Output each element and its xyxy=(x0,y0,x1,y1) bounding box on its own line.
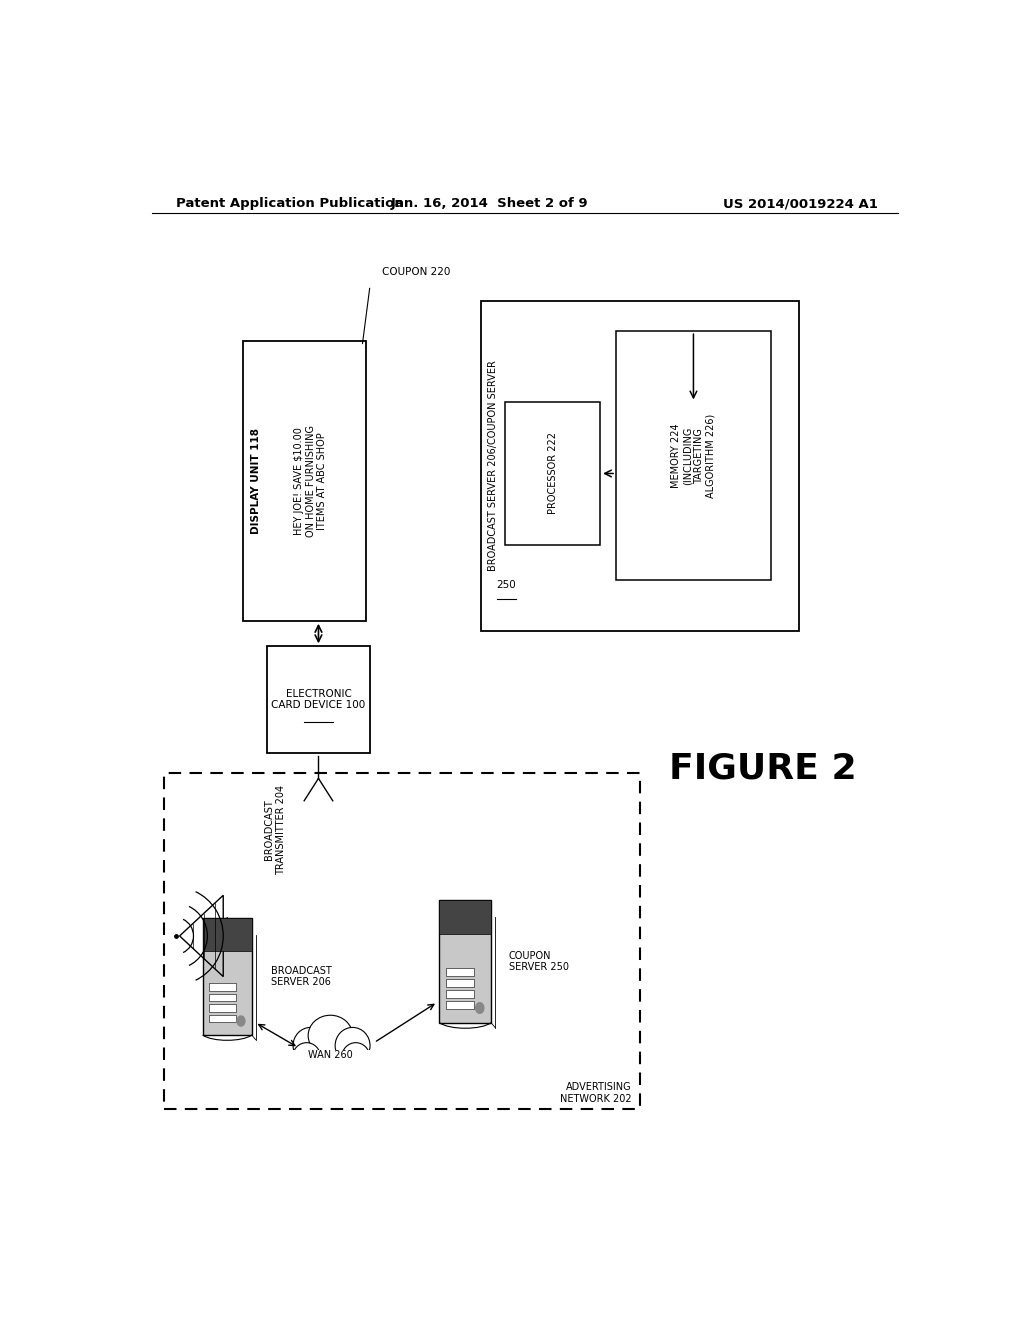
Text: WAN 260: WAN 260 xyxy=(308,1049,352,1060)
Ellipse shape xyxy=(293,1027,328,1064)
FancyBboxPatch shape xyxy=(267,647,370,752)
Ellipse shape xyxy=(335,1027,370,1064)
Circle shape xyxy=(237,1016,245,1026)
Text: US 2014/0019224 A1: US 2014/0019224 A1 xyxy=(723,197,878,210)
Text: Patent Application Publication: Patent Application Publication xyxy=(176,197,403,210)
Text: COUPON
SERVER 250: COUPON SERVER 250 xyxy=(509,950,569,972)
FancyBboxPatch shape xyxy=(209,1015,236,1022)
FancyBboxPatch shape xyxy=(203,919,252,1035)
Text: DISPLAY UNIT 118: DISPLAY UNIT 118 xyxy=(251,428,261,535)
FancyBboxPatch shape xyxy=(209,1005,236,1011)
Text: HEY JOE! SAVE $10.00
ON HOME FURNISHING
ITEMS AT ABC SHOP: HEY JOE! SAVE $10.00 ON HOME FURNISHING … xyxy=(294,425,327,537)
FancyBboxPatch shape xyxy=(243,342,367,620)
FancyBboxPatch shape xyxy=(481,301,799,631)
FancyBboxPatch shape xyxy=(445,979,474,987)
Text: BROADCAST
TRANSMITTER 204: BROADCAST TRANSMITTER 204 xyxy=(264,785,286,875)
Text: MEMORY 224
(INCLUDING
TARGETING
ALGORITHM 226): MEMORY 224 (INCLUDING TARGETING ALGORITH… xyxy=(671,413,716,498)
FancyBboxPatch shape xyxy=(289,1049,372,1074)
FancyBboxPatch shape xyxy=(616,331,771,581)
FancyBboxPatch shape xyxy=(445,990,474,998)
FancyBboxPatch shape xyxy=(203,919,252,950)
FancyBboxPatch shape xyxy=(439,900,492,935)
FancyBboxPatch shape xyxy=(209,994,236,1001)
FancyBboxPatch shape xyxy=(445,968,474,975)
Text: BROADCAST
SERVER 206: BROADCAST SERVER 206 xyxy=(270,966,332,987)
Text: ADVERTISING
NETWORK 202: ADVERTISING NETWORK 202 xyxy=(560,1082,632,1104)
FancyBboxPatch shape xyxy=(445,1002,474,1010)
Text: COUPON 220: COUPON 220 xyxy=(382,268,451,277)
Text: Jan. 16, 2014  Sheet 2 of 9: Jan. 16, 2014 Sheet 2 of 9 xyxy=(390,197,588,210)
FancyBboxPatch shape xyxy=(439,900,492,1023)
FancyBboxPatch shape xyxy=(164,774,640,1109)
FancyBboxPatch shape xyxy=(505,403,600,545)
FancyBboxPatch shape xyxy=(209,983,236,990)
Ellipse shape xyxy=(308,1015,352,1056)
Text: PROCESSOR 222: PROCESSOR 222 xyxy=(548,433,558,515)
Ellipse shape xyxy=(341,1043,370,1073)
Ellipse shape xyxy=(292,1043,321,1073)
Text: 250: 250 xyxy=(497,581,516,590)
Circle shape xyxy=(475,1003,484,1014)
Text: FIGURE 2: FIGURE 2 xyxy=(669,751,857,785)
Text: ELECTRONIC
CARD DEVICE 100: ELECTRONIC CARD DEVICE 100 xyxy=(271,689,366,710)
Text: BROADCAST SERVER 206/COUPON SERVER: BROADCAST SERVER 206/COUPON SERVER xyxy=(488,360,498,572)
